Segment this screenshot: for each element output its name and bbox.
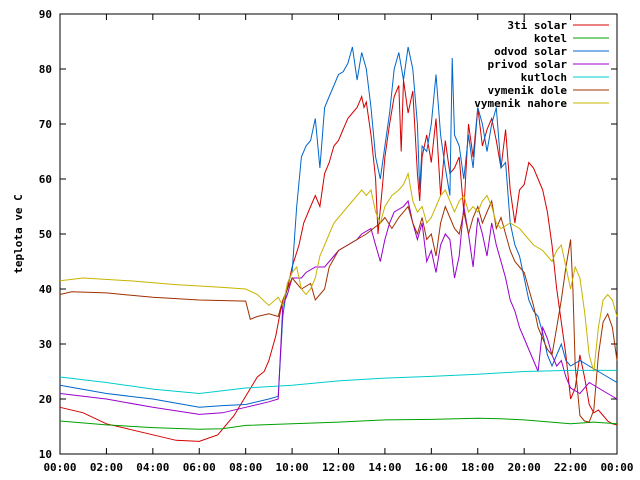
- y-tick-label: 10: [39, 448, 52, 461]
- x-tick-label: 22:00: [554, 461, 587, 474]
- x-tick-label: 02:00: [90, 461, 123, 474]
- legend-label: kotel: [534, 32, 567, 45]
- axis-ticks: 10 20 30 40 50 60 70 80 90 00:00 02:00 04:00 06:00 08…: [39, 8, 634, 474]
- x-tick-label: 06:00: [183, 461, 216, 474]
- legend-label: kutloch: [521, 71, 567, 84]
- y-tick-label: 50: [39, 228, 52, 241]
- x-tick-label: 16:00: [415, 461, 448, 474]
- x-tick-label: 08:00: [229, 461, 262, 474]
- legend-label: 3ti solar: [507, 19, 567, 32]
- x-tick-label: 10:00: [276, 461, 309, 474]
- legend-label: vymenik dole: [488, 84, 568, 97]
- legend-label: privod solar: [488, 58, 568, 71]
- y-tick-label: 20: [39, 393, 52, 406]
- x-tick-label: 00:00: [43, 461, 76, 474]
- y-tick-label: 40: [39, 283, 52, 296]
- y-axis-label: teplota ve C: [12, 194, 25, 273]
- series-line-odvod-solar: [59, 46, 618, 408]
- legend-label: odvod solar: [494, 45, 567, 58]
- legend-label: vymenik nahore: [474, 97, 567, 110]
- series-line-kutloch: [59, 369, 617, 395]
- y-tick-label: 80: [39, 63, 52, 76]
- series-line-privod-solar: [59, 199, 618, 415]
- x-tick-label: 18:00: [461, 461, 494, 474]
- x-tick-label: 00:00: [600, 461, 633, 474]
- series-line-3ti-solar: [59, 79, 618, 442]
- series-line-vymenik-nahore: [59, 171, 618, 372]
- x-tick-label: 20:00: [508, 461, 541, 474]
- y-tick-label: 30: [39, 338, 52, 351]
- x-tick-label: 12:00: [322, 461, 355, 474]
- y-tick-label: 90: [39, 8, 52, 21]
- y-tick-label: 60: [39, 173, 52, 186]
- y-tick-label: 70: [39, 118, 52, 131]
- x-tick-label: 14:00: [368, 461, 401, 474]
- series-lines: [59, 46, 618, 442]
- x-tick-label: 04:00: [136, 461, 169, 474]
- series-line-kotel: [59, 417, 618, 430]
